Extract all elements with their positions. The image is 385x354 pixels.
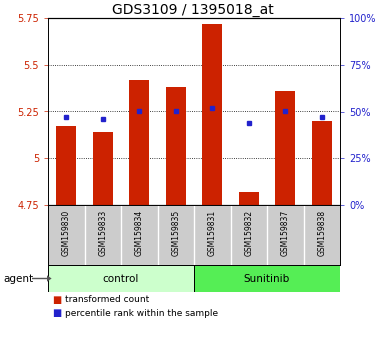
Text: ■: ■ bbox=[52, 295, 61, 305]
Bar bbox=[239, 192, 259, 205]
Text: GSM159835: GSM159835 bbox=[171, 210, 180, 256]
Bar bbox=[202, 24, 222, 205]
Text: GDS3109 / 1395018_at: GDS3109 / 1395018_at bbox=[112, 3, 273, 17]
Bar bbox=[93, 132, 113, 205]
Text: GSM159834: GSM159834 bbox=[135, 210, 144, 256]
Bar bbox=[275, 91, 295, 205]
Text: GSM159837: GSM159837 bbox=[281, 210, 290, 256]
Text: GSM159831: GSM159831 bbox=[208, 210, 217, 256]
Bar bbox=[312, 121, 332, 205]
Bar bbox=[194, 265, 340, 292]
Text: agent: agent bbox=[3, 274, 33, 284]
Bar bbox=[166, 87, 186, 205]
Text: ■: ■ bbox=[52, 308, 61, 318]
Text: GSM159833: GSM159833 bbox=[98, 210, 107, 256]
Bar bbox=[56, 126, 76, 205]
Text: transformed count: transformed count bbox=[65, 296, 150, 304]
Text: control: control bbox=[103, 274, 139, 284]
Text: GSM159832: GSM159832 bbox=[244, 210, 253, 256]
Text: percentile rank within the sample: percentile rank within the sample bbox=[65, 308, 218, 318]
Bar bbox=[129, 80, 149, 205]
Text: GSM159830: GSM159830 bbox=[62, 210, 71, 256]
Text: GSM159838: GSM159838 bbox=[317, 210, 326, 256]
Bar bbox=[48, 265, 194, 292]
Text: Sunitinib: Sunitinib bbox=[244, 274, 290, 284]
